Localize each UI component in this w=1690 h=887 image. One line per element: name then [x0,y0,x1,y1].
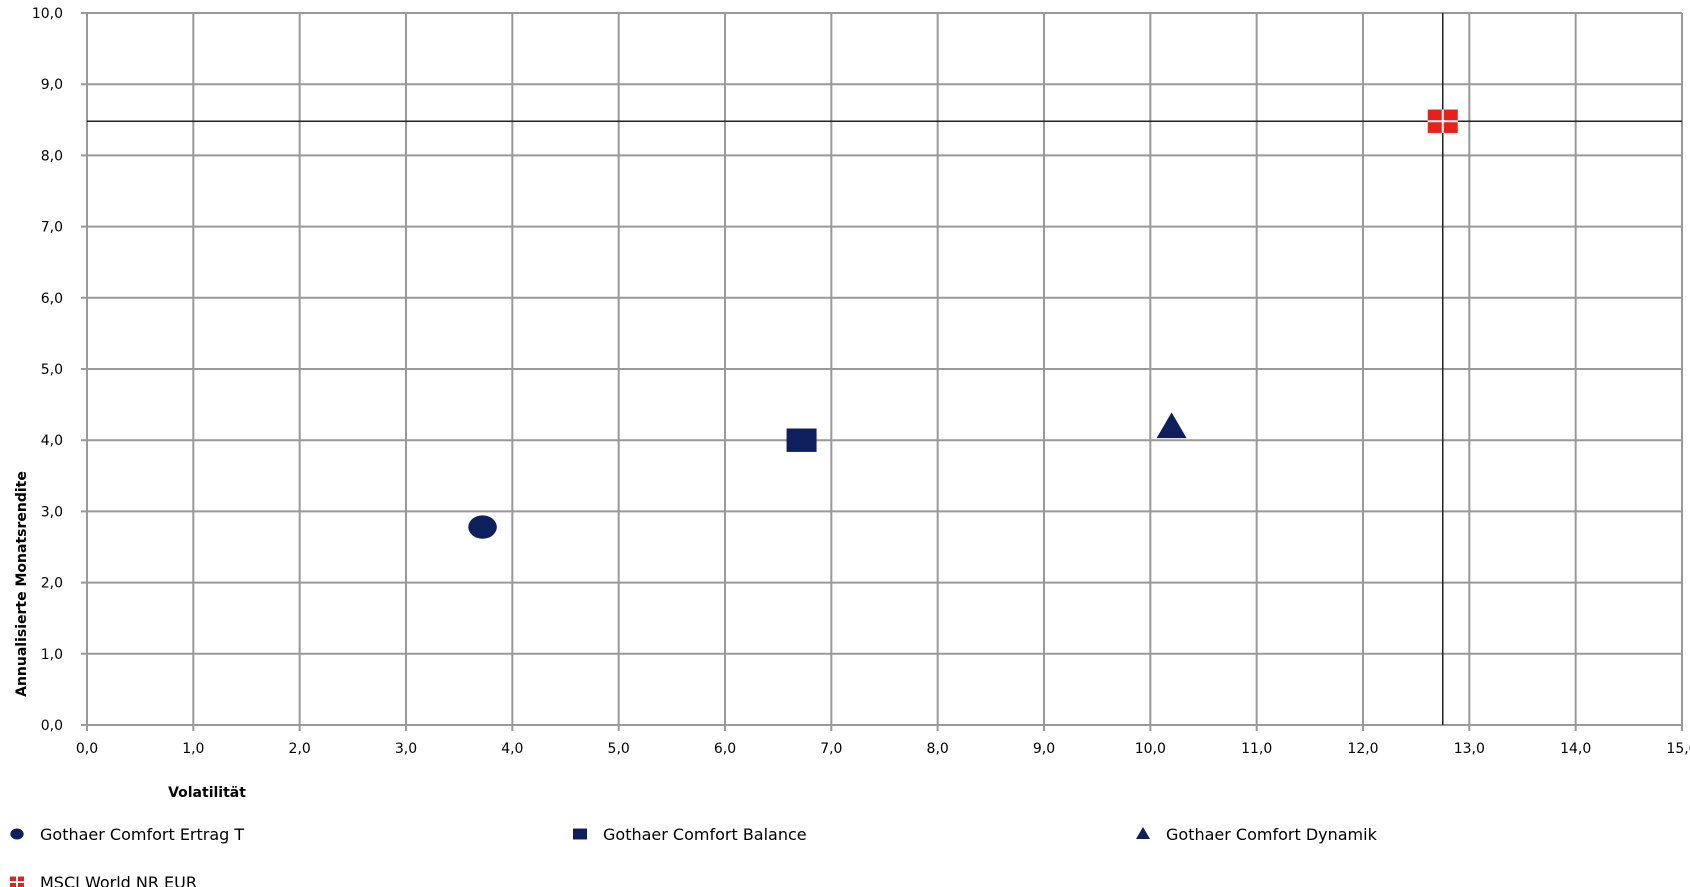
x-axis-title: Volatilität [168,785,246,801]
x-tick-label: 15,0 [1666,741,1690,757]
x-tick-label: 11,0 [1241,741,1272,757]
data-point [786,428,817,452]
legend-label: Gothaer Comfort Balance [603,825,807,844]
data-points [468,109,1458,539]
legend-marker [10,828,24,840]
legend-marker [1136,827,1150,840]
x-tick-label: 13,0 [1454,741,1485,757]
legend-marker [573,828,587,840]
legend-label: Gothaer Comfort Dynamik [1166,825,1378,844]
x-tick-label: 12,0 [1347,741,1378,757]
y-tick-label: 1,0 [41,647,63,663]
y-tick-label: 9,0 [41,77,63,93]
grid [81,12,1683,731]
x-tick-label: 5,0 [608,741,630,757]
y-tick-label: 5,0 [41,362,63,378]
data-point [1427,109,1458,133]
y-tick-label: 3,0 [41,504,63,520]
data-point [468,515,497,539]
y-axis-title: Annualisierte Monatsrendite [14,471,30,697]
x-tick-label: 2,0 [289,741,311,757]
legend-label: Gothaer Comfort Ertrag T [40,825,244,844]
legend-label: MSCI World NR EUR [40,873,197,887]
x-tick-labels: 0,0 1,0 2,0 3,0 4,0 5,0 6,0 7,0 8,0 9,0 10,0 11,0 12… [76,741,1690,757]
x-tick-label: 9,0 [1033,741,1055,757]
y-tick-label: 10,0 [32,6,63,22]
x-tick-label: 14,0 [1560,741,1591,757]
y-tick-label: 0,0 [41,718,63,734]
data-point [1156,412,1187,439]
y-tick-label: 2,0 [41,576,63,592]
y-tick-label: 6,0 [41,291,63,307]
x-tick-label: 3,0 [395,741,417,757]
x-tick-label: 8,0 [927,741,949,757]
legend-marker [10,876,24,887]
y-tick-labels: 0,0 1,0 2,0 3,0 4,0 5,0 6,0 7,0 8,0 9,0 10,0 [32,6,63,734]
x-tick-label: 0,0 [76,741,98,757]
x-tick-label: 7,0 [820,741,842,757]
y-tick-label: 7,0 [41,220,63,236]
x-tick-label: 6,0 [714,741,736,757]
x-tick-label: 10,0 [1135,741,1166,757]
x-tick-label: 4,0 [501,741,523,757]
legend: Gothaer Comfort Ertrag T Gothaer Comfort … [10,825,1378,887]
y-tick-label: 8,0 [41,148,63,164]
y-tick-label: 4,0 [41,433,63,449]
x-tick-label: 1,0 [182,741,204,757]
